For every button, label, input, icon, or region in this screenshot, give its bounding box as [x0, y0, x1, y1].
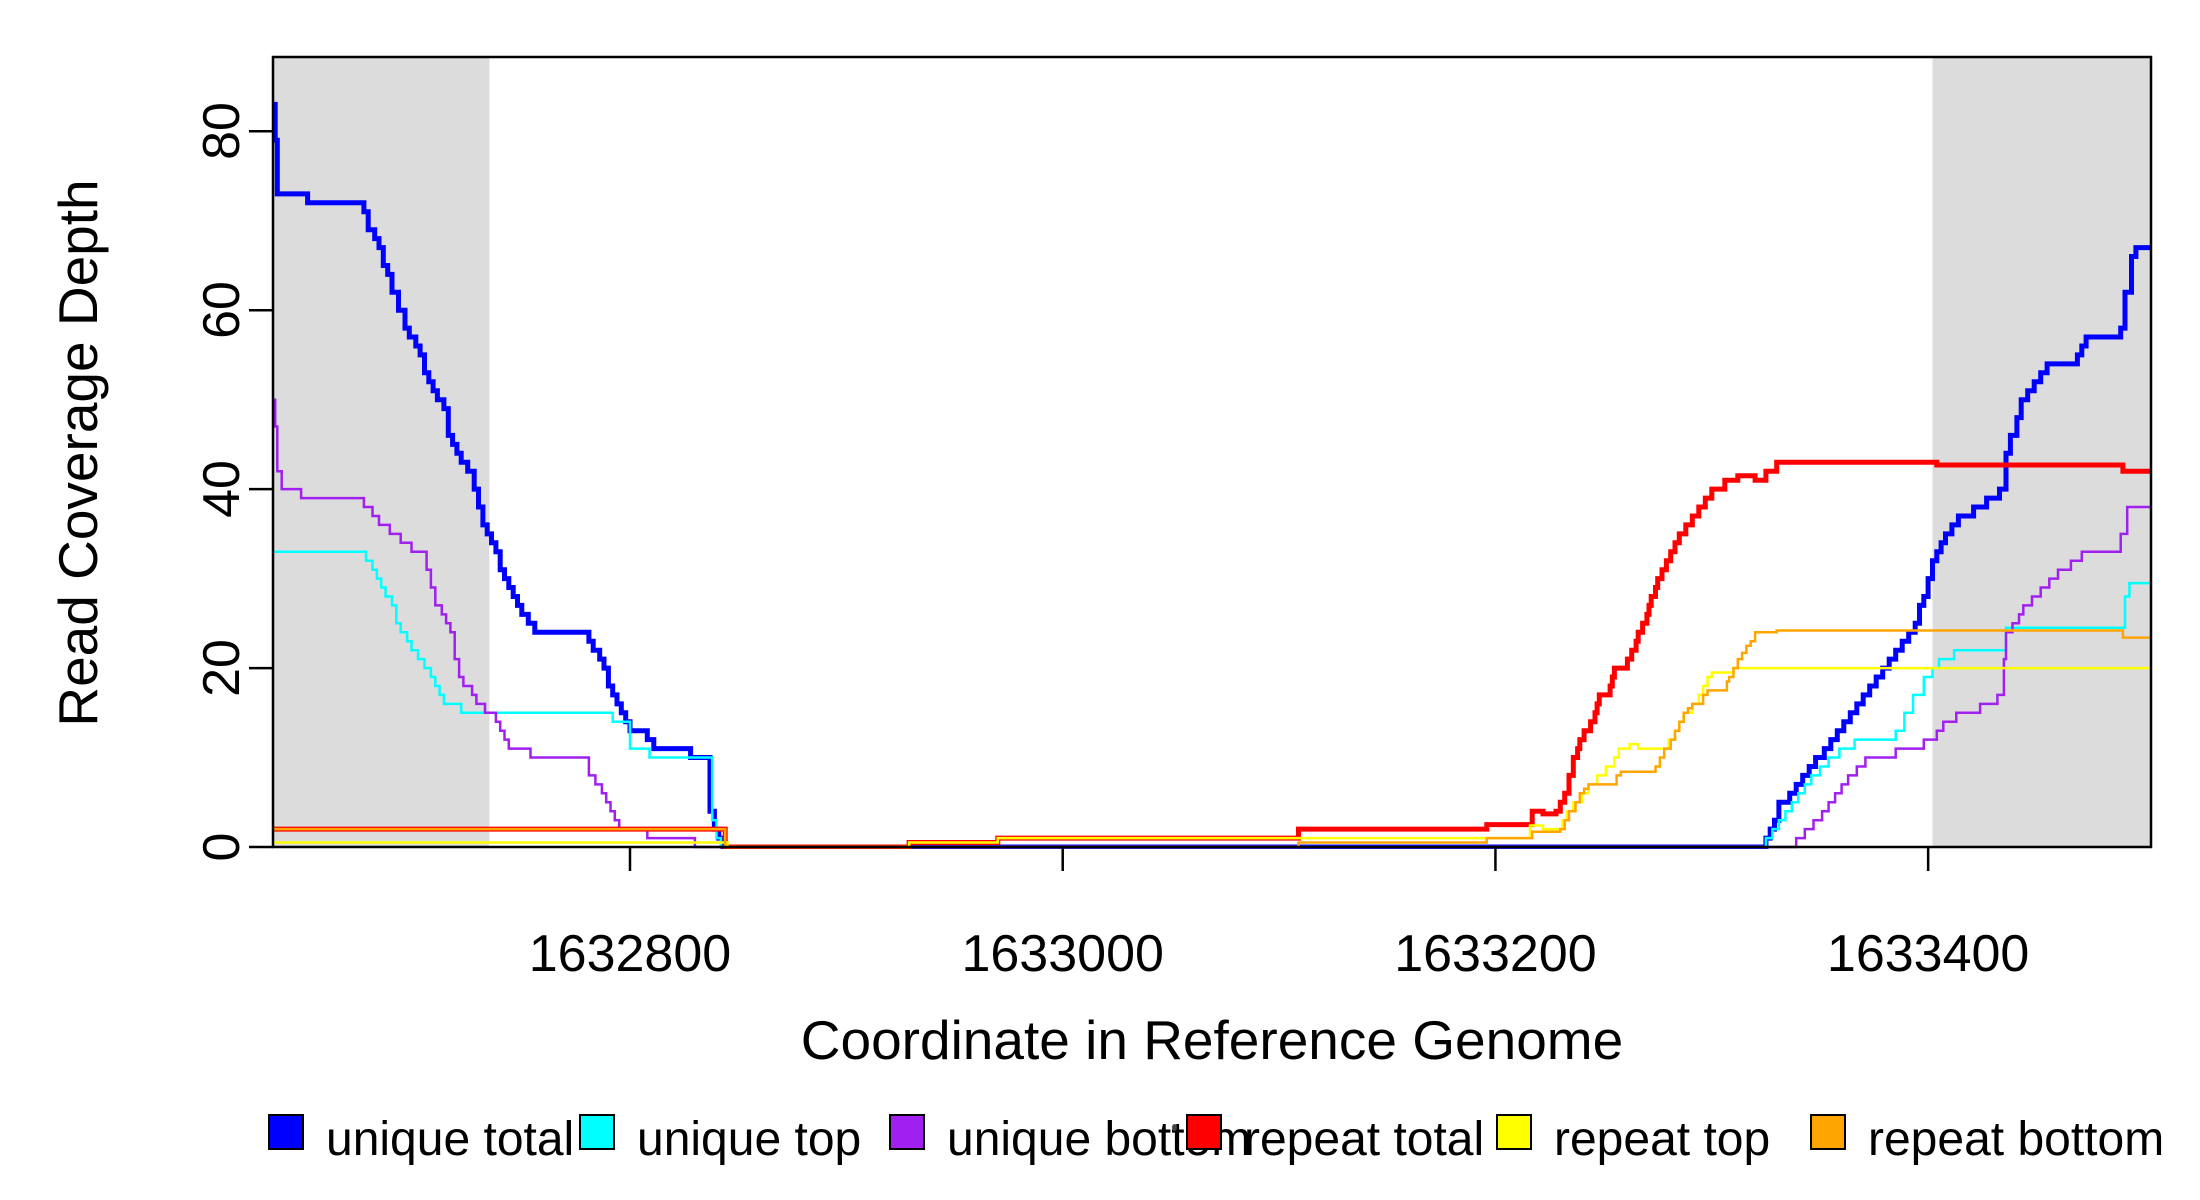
x-tick-label: 1633200 — [1394, 925, 1597, 983]
stray-dot — [1172, 1124, 1177, 1131]
legend-swatch-unique-total — [268, 1114, 304, 1150]
series-unique-top — [273, 550, 2151, 849]
y-axis-title: Read Coverage Depth — [47, 179, 109, 727]
legend-swatch-unique-bottom — [889, 1114, 925, 1150]
x-tick-label: 1633000 — [961, 925, 1164, 983]
legend-label-unique-total: unique total — [326, 1113, 575, 1166]
highlight-band-right — [1932, 57, 2151, 847]
y-tick-label: 40 — [193, 460, 251, 519]
series-unique-bottom — [273, 398, 2151, 849]
series-unique-total — [272, 101, 2151, 849]
legend-label-repeat-top: repeat top — [1554, 1113, 1771, 1166]
legend-swatch-unique-top — [579, 1114, 615, 1150]
series-repeat-bottom — [273, 629, 2151, 849]
legend-label-repeat-bottom: repeat bottom — [1868, 1113, 2165, 1166]
series-repeat-total — [273, 459, 2151, 849]
x-tick-label: 1633400 — [1826, 925, 2030, 983]
y-tick-label: 0 — [193, 832, 251, 862]
y-tick-label: 80 — [193, 102, 251, 161]
highlight-band-left — [273, 57, 490, 847]
x-tick-label: 1632800 — [528, 925, 732, 983]
plot-border — [271, 55, 2153, 849]
legend-label-repeat-total: repeat total — [1244, 1113, 1485, 1166]
legend-swatch-repeat-total — [1186, 1114, 1222, 1150]
legend-swatch-repeat-top — [1496, 1114, 1532, 1150]
x-axis-title: Coordinate in Reference Genome — [800, 1009, 1624, 1071]
y-tick-label: 20 — [193, 639, 251, 697]
series-repeat-top — [273, 666, 2151, 849]
legend-swatch-repeat-bottom — [1810, 1114, 1846, 1150]
y-tick-label: 60 — [193, 281, 251, 340]
legend-label-unique-top: unique top — [637, 1113, 862, 1166]
